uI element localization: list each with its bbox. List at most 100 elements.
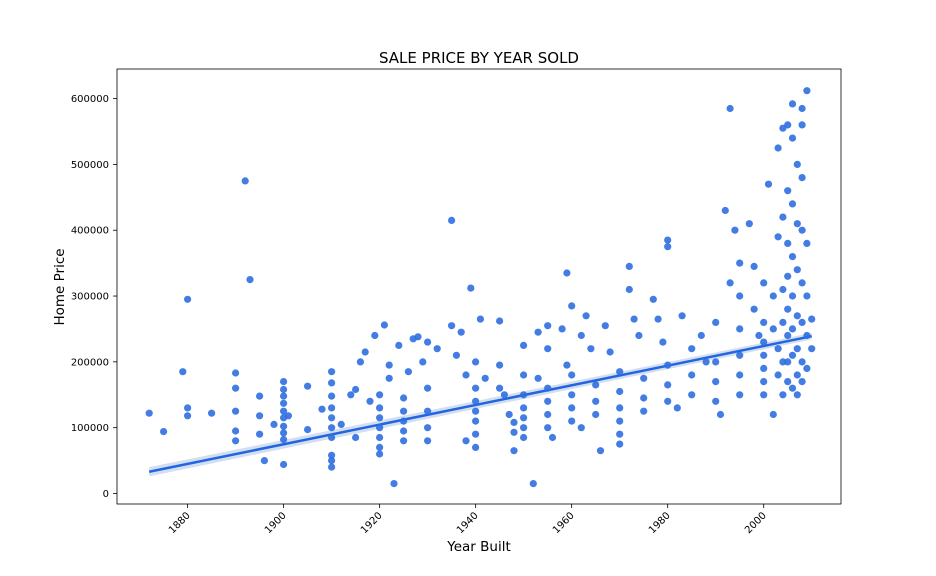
data-point <box>736 391 744 399</box>
data-point <box>448 216 456 224</box>
data-point <box>750 262 758 270</box>
data-point <box>352 385 360 394</box>
data-point <box>448 322 456 330</box>
data-point <box>784 305 792 313</box>
data-point <box>544 345 552 353</box>
data-point <box>500 391 508 399</box>
data-point <box>184 412 192 420</box>
data-point <box>793 391 801 399</box>
data-point <box>664 397 672 405</box>
data-point <box>232 369 240 377</box>
data-point <box>328 424 336 432</box>
data-point <box>424 437 432 445</box>
y-axis-label: Home Price <box>52 248 68 325</box>
data-point <box>452 351 460 359</box>
y-tick-label: 300000 <box>71 292 109 303</box>
data-point <box>385 374 393 382</box>
data-point <box>808 315 816 323</box>
data-point <box>784 378 792 386</box>
data-point <box>284 412 292 420</box>
data-point <box>376 450 384 458</box>
data-point <box>788 325 797 333</box>
data-point <box>328 368 336 376</box>
y-tick-label: 0 <box>103 489 109 500</box>
data-point <box>496 384 504 392</box>
data-point <box>510 447 518 455</box>
data-point <box>380 321 388 329</box>
data-point <box>736 292 744 300</box>
data-point <box>577 424 585 432</box>
data-point <box>592 381 600 389</box>
data-point <box>640 407 648 415</box>
regression-layer <box>148 332 812 477</box>
y-tick-label: 500000 <box>71 160 109 171</box>
data-point <box>688 345 696 353</box>
data-point <box>404 368 412 376</box>
data-point <box>328 414 336 422</box>
data-point <box>390 480 398 488</box>
data-point <box>793 266 801 274</box>
data-point <box>414 333 422 341</box>
data-point <box>784 358 792 366</box>
data-point <box>769 325 777 333</box>
data-point <box>640 374 648 382</box>
data-point <box>208 409 216 417</box>
data-point <box>798 174 806 182</box>
data-point <box>788 200 797 208</box>
data-point <box>716 410 725 419</box>
data-point <box>582 312 590 320</box>
data-point <box>395 341 403 349</box>
data-point <box>745 220 753 228</box>
data-point <box>328 404 336 412</box>
data-point <box>270 420 278 428</box>
data-point <box>760 351 768 359</box>
data-point <box>731 226 739 234</box>
data-point <box>616 387 624 396</box>
data-point <box>184 295 192 303</box>
data-point <box>256 430 264 438</box>
data-point <box>779 285 787 294</box>
data-point <box>280 392 288 400</box>
data-point <box>616 417 624 425</box>
data-point <box>510 418 518 426</box>
data-point <box>232 427 240 435</box>
data-point <box>712 397 720 405</box>
data-point <box>788 351 797 359</box>
data-point <box>649 295 657 303</box>
data-point <box>376 424 384 432</box>
data-point <box>803 331 811 340</box>
data-point <box>788 134 797 142</box>
data-point <box>779 213 787 221</box>
data-point <box>304 426 312 434</box>
data-point <box>779 391 787 399</box>
data-point <box>280 429 288 437</box>
data-point <box>433 345 441 353</box>
data-point <box>462 437 470 445</box>
data-point <box>337 420 345 428</box>
data-point <box>424 407 432 415</box>
data-point <box>616 404 624 412</box>
data-point <box>784 272 792 280</box>
data-point <box>793 371 801 379</box>
plot-frame <box>116 68 842 505</box>
data-point <box>520 414 528 422</box>
data-point <box>328 433 336 442</box>
data-point <box>774 144 782 152</box>
data-point <box>457 328 465 336</box>
data-point <box>760 318 768 326</box>
data-point <box>260 457 268 465</box>
data-point <box>678 312 686 320</box>
data-point <box>280 385 288 394</box>
data-point <box>472 358 480 366</box>
data-point <box>726 279 734 287</box>
data-point <box>697 331 705 340</box>
data-point <box>568 371 576 379</box>
data-point <box>688 391 696 399</box>
x-axis-label: Year Built <box>446 539 511 555</box>
data-point <box>654 315 662 323</box>
data-point <box>280 422 288 430</box>
data-point <box>726 104 734 113</box>
data-point <box>601 322 609 330</box>
data-point <box>520 433 528 442</box>
data-point <box>625 285 633 294</box>
